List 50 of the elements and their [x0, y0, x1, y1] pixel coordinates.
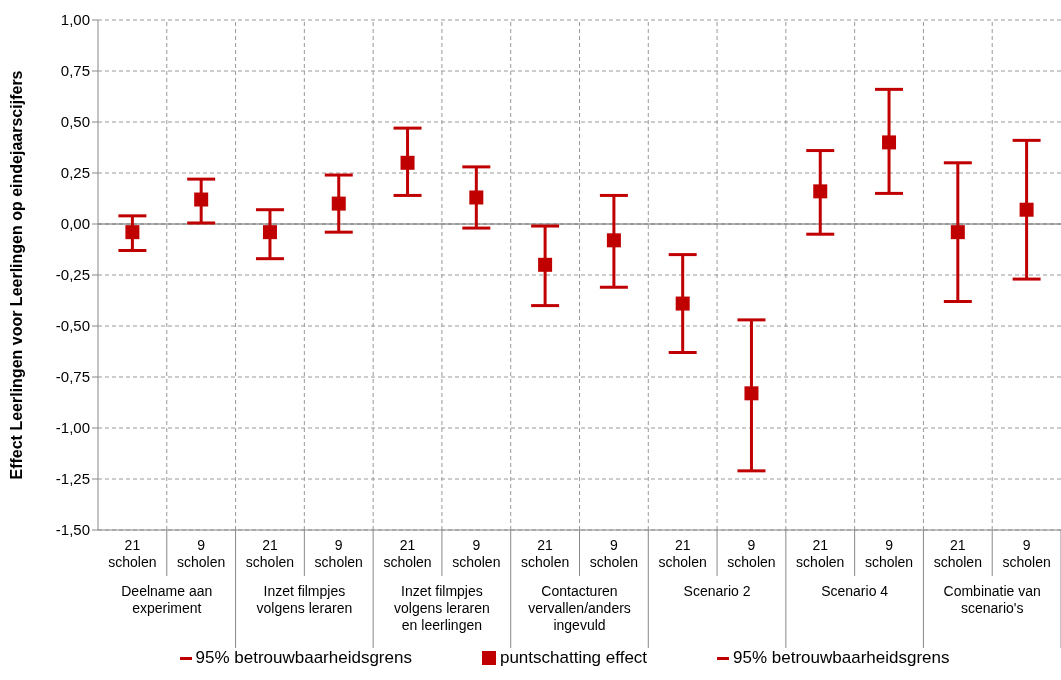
- x-tick-label: 21 scholen: [383, 537, 432, 570]
- x-tick-label: 21 scholen: [245, 537, 295, 570]
- point: [262, 225, 277, 240]
- text: Scenario 2: [683, 583, 751, 599]
- text: 95% betrouwbaarheidsgrens: [733, 648, 950, 668]
- text: Combinatie van scenario's: [943, 583, 1041, 616]
- x-tick-label: 9 scholen: [864, 537, 914, 570]
- y-tick-label: 0,50: [60, 113, 90, 131]
- text: Contacturen vervallen/anders ingevuld: [528, 583, 631, 633]
- text: 95% betrouwbaarheidsgrens: [195, 648, 412, 668]
- x-tick-label: 9 scholen: [314, 537, 363, 570]
- x-tick-label: 21 scholen: [658, 537, 707, 570]
- y-tick-label: -0,75: [55, 368, 90, 386]
- point: [538, 257, 553, 272]
- y-tick-label: -1,00: [55, 419, 90, 437]
- text: Inzet filmpjes volgens leraren en leerlingen: [394, 583, 490, 633]
- x-tick-label: 9 scholen: [589, 537, 639, 570]
- y-tick-label: -0,50: [55, 317, 90, 335]
- x-tick-label: 21 scholen: [933, 537, 982, 570]
- point: [882, 135, 897, 150]
- point: [194, 192, 209, 207]
- x-tick-label: 9 scholen: [452, 537, 501, 570]
- x-tick-label: 9 scholen: [727, 537, 776, 570]
- point: [675, 296, 690, 311]
- y-axis-title: Effect Leerlingen voor Leerlingen op eindejaarscijfers: [7, 70, 25, 480]
- point: [813, 184, 828, 199]
- x-tick-label: 9 scholen: [1002, 537, 1051, 570]
- text: Deelname aan experiment: [121, 583, 213, 616]
- text: Scenario 4: [821, 583, 889, 599]
- text: Inzet filmpjes volgens leraren: [256, 583, 353, 616]
- y-tick-label: 0,75: [60, 62, 90, 80]
- point: [950, 225, 965, 240]
- y-tick-label: -1,50: [55, 521, 90, 539]
- x-tick-label: 21 scholen: [796, 537, 845, 570]
- legend-label: puntschatting effect: [499, 648, 648, 668]
- point: [331, 196, 346, 211]
- point: [400, 155, 415, 170]
- point: [606, 233, 621, 248]
- point: [1019, 202, 1034, 217]
- x-tick-label: 21 scholen: [108, 537, 157, 570]
- point: [125, 225, 140, 240]
- y-tick-label: -0,25: [55, 266, 90, 284]
- x-tick-label: 9 scholen: [177, 537, 226, 570]
- y-tick-label: 1,00: [60, 11, 90, 29]
- y-tick-label: 0,00: [60, 215, 90, 233]
- y-tick-label: -1,25: [55, 470, 90, 488]
- point: [744, 386, 759, 401]
- y-tick-label: 0,25: [60, 164, 90, 182]
- point: [469, 190, 484, 205]
- x-tick-label: 21 scholen: [520, 537, 570, 570]
